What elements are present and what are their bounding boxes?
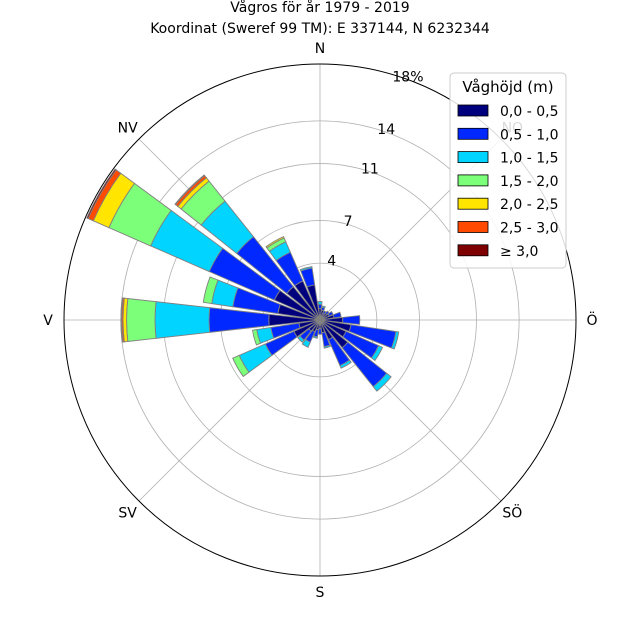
radial-tick-1: 4 <box>327 253 336 269</box>
outer-circle <box>63 63 577 577</box>
bar-dir330-bin5 <box>265 236 285 249</box>
bar-dir240-bin4 <box>232 354 250 378</box>
chart-subtitle: Koordinat (Sweref 99 TM): E 337144, N 62… <box>150 21 490 37</box>
bar-dir90-bin2 <box>342 315 361 325</box>
bar-dir0-bin3 <box>317 301 323 305</box>
direction-label-4: SÖ <box>502 503 522 521</box>
bar-dir0-bin2 <box>317 303 323 310</box>
bar-dir210-bin3 <box>301 338 311 348</box>
radial-tick-5: 18% <box>392 69 423 85</box>
bar-dir270-bin4 <box>126 298 157 342</box>
rose-bars <box>86 168 400 392</box>
legend-label-6: 2,5 - 3,0 <box>500 221 558 237</box>
legend: Våghöjd (m) 0,0 - 0,5 0,5 - 1,0 1,0 - 1,5 1… <box>449 72 567 269</box>
bar-dir300-bin7 <box>86 168 117 220</box>
direction-label-1: N <box>315 41 325 57</box>
bar-dir150-bin3 <box>339 359 352 369</box>
radial-tick-labels: 4 7 11 14 18% <box>327 69 423 269</box>
bar-dir60-bin2 <box>327 310 334 317</box>
bar-dir270-bin3 <box>154 301 211 339</box>
bar-dir105-bin3 <box>390 331 400 350</box>
bar-dir285-bin4 <box>202 276 219 305</box>
bar-dir75-bin2 <box>332 311 342 319</box>
direction-label-8: NV <box>118 121 138 137</box>
bar-dir135-bin3 <box>372 372 392 392</box>
bar-dir345-bin3 <box>299 266 313 272</box>
polar-frame <box>63 63 577 577</box>
direction-label-5: S <box>316 585 325 601</box>
direction-label-6: SV <box>118 505 137 521</box>
legend-swatch-6 <box>457 221 489 233</box>
radial-tick-2: 7 <box>344 214 353 230</box>
bar-dir225-bin3 <box>297 335 305 343</box>
legend-swatch-2 <box>457 127 489 140</box>
legend-label-4: 1,5 - 2,0 <box>500 174 558 190</box>
radial-tick-4: 14 <box>377 122 395 138</box>
bar-dir120-bin3 <box>370 345 384 362</box>
bar-dir270-bin2 <box>208 307 270 333</box>
legend-label-2: 0,5 - 1,0 <box>500 127 558 143</box>
legend-items: 0,0 - 0,5 0,5 - 1,0 1,0 - 1,5 1,5 - 2,0 2,0 … <box>457 104 558 260</box>
legend-swatch-5 <box>457 197 489 210</box>
radial-tick-3: 11 <box>361 161 379 177</box>
chart-title: Vågros för år 1979 - 2019 <box>230 0 409 16</box>
legend-label-7: ≥ 3,0 <box>500 244 538 260</box>
legend-label-3: 1,0 - 1,5 <box>500 151 558 167</box>
direction-label-7: V <box>43 313 53 329</box>
legend-swatch-4 <box>457 174 489 187</box>
bar-dir195-bin3 <box>312 335 318 339</box>
legend-swatch-7 <box>457 244 489 257</box>
bar-dir270-bin7 <box>120 297 124 343</box>
direction-label-3: Ö <box>586 311 597 329</box>
bar-dir180-bin2 <box>317 327 323 335</box>
legend-title: Våghöjd (m) <box>462 78 553 96</box>
legend-label-1: 0,0 - 0,5 <box>500 104 558 120</box>
legend-swatch-1 <box>457 104 489 117</box>
bar-dir15-bin3 <box>321 305 326 309</box>
grid-spoke-6 <box>138 319 321 502</box>
bar-dir255-bin4 <box>251 329 261 346</box>
legend-label-5: 2,0 - 2,5 <box>500 197 558 213</box>
bar-dir165-bin3 <box>323 344 331 349</box>
legend-box <box>449 72 567 269</box>
bar-dir315-bin7 <box>174 174 206 206</box>
legend-swatch-3 <box>457 151 489 164</box>
